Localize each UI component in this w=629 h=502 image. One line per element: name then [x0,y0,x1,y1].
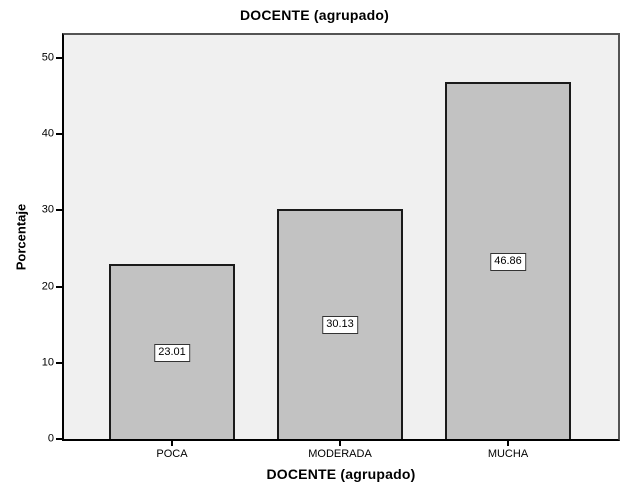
y-axis-tick-label: 0 [47,432,54,445]
x-axis-category-label: MODERADA [308,448,372,460]
y-axis-tick-mark [56,56,62,59]
y-axis-tick-label: 10 [41,356,54,369]
bar-value-label: 46.86 [490,252,526,271]
x-axis-title: DOCENTE (agrupado) [266,466,416,482]
bar-value-label: 23.01 [154,343,190,362]
bar-moderada: 30.13 [277,209,403,439]
x-axis-tick-mark [339,441,341,446]
y-axis-tick-label: 40 [41,127,54,140]
x-axis-category-label: POCA [156,448,188,460]
y-axis-tick-label: 50 [41,51,54,64]
x-axis-tick-mark [507,441,509,446]
y-axis-tick-label: 20 [41,280,54,293]
x-axis-category-label: MUCHA [487,448,529,460]
y-axis-tick-mark [56,438,62,440]
y-axis-tick-mark [56,361,62,364]
bar-mucha: 46.86 [445,82,571,439]
bar-poca: 23.01 [109,264,235,439]
y-axis-tick-mark [56,285,62,288]
bar-value-label: 30.13 [322,316,358,334]
chart-title: DOCENTE (agrupado) [239,7,390,23]
y-axis-tick-mark [56,133,62,136]
plot-area: 23.01 30.13 46.86 [62,33,620,441]
y-axis-tick-mark [56,209,62,212]
y-axis-tick-label: 30 [41,203,54,216]
x-axis-tick-mark [171,441,173,446]
